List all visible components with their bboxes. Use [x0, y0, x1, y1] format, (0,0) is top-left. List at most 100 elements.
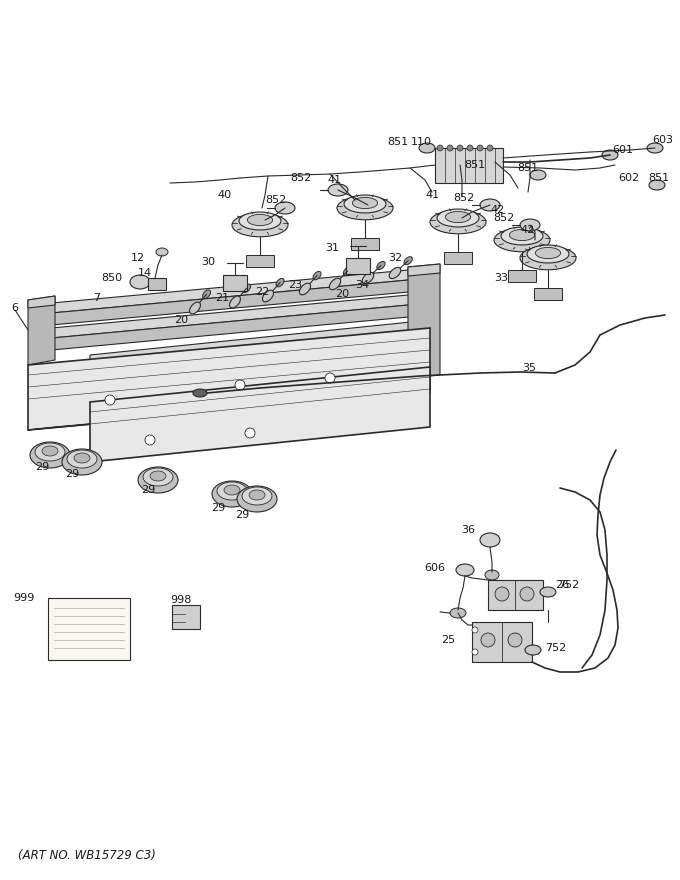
Ellipse shape [329, 278, 341, 290]
Ellipse shape [243, 284, 250, 292]
Text: 40: 40 [218, 190, 232, 200]
Ellipse shape [239, 212, 281, 230]
Text: 29: 29 [141, 485, 155, 495]
Ellipse shape [212, 481, 252, 507]
Text: 851: 851 [387, 137, 408, 147]
Text: 601: 601 [612, 145, 633, 155]
Circle shape [508, 633, 522, 647]
Circle shape [495, 587, 509, 601]
Ellipse shape [445, 211, 471, 223]
Text: 29: 29 [211, 503, 225, 513]
Ellipse shape [275, 202, 295, 214]
Text: 29: 29 [35, 462, 49, 472]
Ellipse shape [62, 449, 102, 475]
Text: (ART NO. WB15729 C3): (ART NO. WB15729 C3) [18, 848, 156, 862]
Bar [444, 252, 472, 264]
Ellipse shape [456, 564, 474, 576]
Ellipse shape [237, 486, 277, 512]
Ellipse shape [30, 442, 70, 468]
Circle shape [105, 395, 115, 405]
Text: 752: 752 [558, 580, 579, 590]
Ellipse shape [540, 587, 556, 597]
Text: 41: 41 [328, 175, 342, 185]
Bar [48, 598, 130, 660]
Ellipse shape [525, 645, 541, 655]
Ellipse shape [389, 268, 401, 279]
Polygon shape [90, 330, 430, 377]
Ellipse shape [262, 290, 273, 302]
Bar [472, 622, 532, 662]
Polygon shape [90, 367, 430, 462]
Ellipse shape [242, 487, 272, 505]
Ellipse shape [190, 302, 201, 314]
Ellipse shape [362, 272, 374, 283]
Text: 20: 20 [335, 289, 349, 299]
Ellipse shape [520, 219, 540, 231]
Ellipse shape [501, 227, 543, 245]
Ellipse shape [217, 482, 247, 500]
Circle shape [145, 435, 155, 445]
Ellipse shape [156, 248, 168, 256]
Circle shape [477, 145, 483, 151]
Ellipse shape [509, 230, 534, 240]
Bar [488, 580, 543, 610]
Bar [223, 275, 247, 291]
Ellipse shape [232, 213, 288, 237]
Ellipse shape [404, 257, 412, 265]
Ellipse shape [130, 275, 150, 289]
Text: 36: 36 [461, 525, 475, 535]
Circle shape [245, 428, 255, 438]
Circle shape [487, 145, 493, 151]
Ellipse shape [352, 197, 377, 209]
Polygon shape [90, 355, 430, 402]
Text: 852: 852 [290, 173, 311, 183]
Bar [346, 258, 370, 274]
Text: 7: 7 [93, 293, 100, 303]
Text: 20: 20 [174, 315, 188, 325]
Ellipse shape [337, 196, 393, 220]
Text: 602: 602 [618, 173, 639, 183]
Text: 32: 32 [388, 253, 402, 263]
Bar [508, 270, 536, 282]
Bar [148, 278, 166, 290]
Text: 29: 29 [235, 510, 249, 520]
Ellipse shape [485, 570, 499, 580]
Text: 31: 31 [325, 243, 339, 253]
Ellipse shape [480, 533, 500, 547]
Polygon shape [30, 303, 430, 352]
Circle shape [447, 145, 453, 151]
Ellipse shape [494, 228, 550, 252]
Ellipse shape [520, 246, 576, 270]
Text: 851: 851 [517, 163, 538, 173]
Bar [172, 605, 200, 629]
Polygon shape [30, 268, 430, 315]
Text: 22: 22 [255, 287, 269, 297]
Ellipse shape [35, 443, 65, 461]
Text: 850: 850 [101, 273, 122, 283]
Polygon shape [30, 293, 430, 340]
Ellipse shape [248, 215, 273, 225]
Circle shape [472, 649, 478, 655]
Text: 42: 42 [521, 225, 535, 235]
Text: 999: 999 [14, 593, 35, 603]
Text: 29: 29 [65, 469, 79, 479]
Polygon shape [28, 393, 430, 430]
Ellipse shape [143, 468, 173, 486]
Bar [246, 254, 274, 267]
Bar [435, 148, 503, 183]
Polygon shape [408, 264, 440, 378]
Polygon shape [28, 296, 55, 365]
Text: 752: 752 [545, 643, 566, 653]
Text: 35: 35 [522, 363, 536, 373]
Ellipse shape [313, 271, 321, 280]
Text: 42: 42 [491, 205, 505, 215]
Text: 110: 110 [411, 137, 432, 147]
Ellipse shape [276, 278, 284, 287]
Ellipse shape [343, 267, 352, 275]
Ellipse shape [299, 283, 311, 295]
Circle shape [481, 633, 495, 647]
Ellipse shape [193, 389, 207, 397]
Text: 41: 41 [426, 190, 440, 200]
Ellipse shape [230, 296, 241, 308]
Ellipse shape [138, 467, 178, 493]
